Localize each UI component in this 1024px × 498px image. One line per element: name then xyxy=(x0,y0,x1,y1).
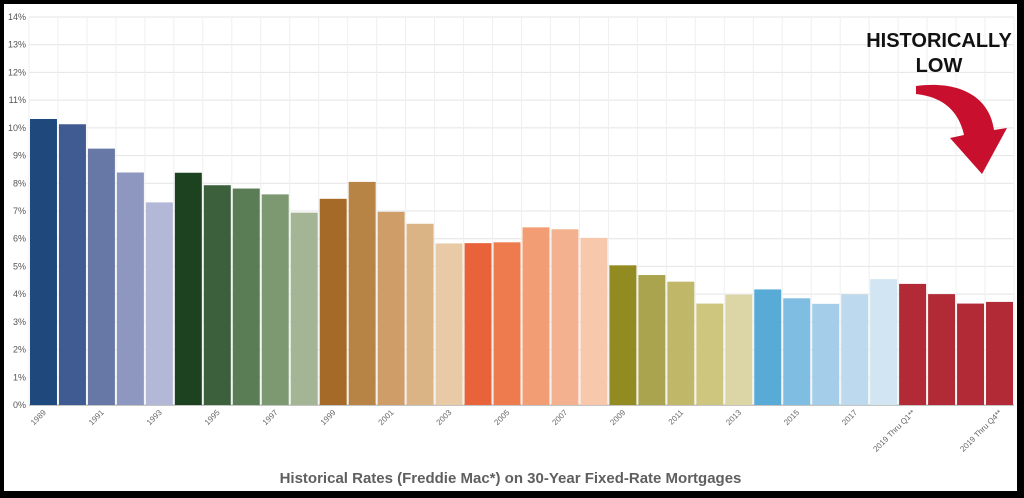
bar-2014 xyxy=(754,289,782,405)
x-tick-label: 2019 Thru Q1** xyxy=(871,408,917,454)
bar-2008 xyxy=(580,237,608,405)
x-axis-ticks: 1989 1991 1993 1995 1997 1999 2001 2003 2005 2007… xyxy=(29,408,1004,454)
bar-1997 xyxy=(261,194,289,405)
bar-2004 xyxy=(464,243,492,405)
annotation-line2: LOW xyxy=(916,55,963,77)
bar-1992 xyxy=(116,172,144,405)
bar-2016 xyxy=(812,303,840,405)
bars xyxy=(30,118,1013,406)
y-tick-label: 3% xyxy=(13,317,26,327)
bar-2018 xyxy=(870,279,898,405)
bar-2013 xyxy=(725,294,753,405)
y-tick-label: 13% xyxy=(8,40,26,50)
bar-2017 xyxy=(841,294,869,405)
y-tick-label: 4% xyxy=(13,289,26,299)
x-tick-label: 2019 Thru Q4** xyxy=(958,408,1004,454)
historically-low-annotation: HISTORICALLY LOW xyxy=(866,30,1012,174)
bar-2006 xyxy=(522,227,550,405)
bar-1990 xyxy=(58,124,86,405)
bar-2009 xyxy=(609,265,637,405)
x-tick-label: 1997 xyxy=(261,408,280,427)
x-tick-label: 2003 xyxy=(435,408,454,427)
x-tick-label: 2009 xyxy=(608,408,627,427)
x-tick-label: 2005 xyxy=(492,408,511,427)
chart-frame: 0% 1% 2% 3% 4% 5% 6% 7% 8% 9% 10% 11% 12% 13% 14% 1989… xyxy=(4,4,1017,491)
bar-2005 xyxy=(493,242,521,405)
bar-2019-thru-q1- xyxy=(899,283,927,405)
y-tick-label: 0% xyxy=(13,400,26,410)
x-tick-label: 1991 xyxy=(87,408,106,427)
bar-1999 xyxy=(319,198,347,405)
bar-chart: 0% 1% 2% 3% 4% 5% 6% 7% 8% 9% 10% 11% 12% 13% 14% 1989… xyxy=(8,12,1015,454)
x-tick-label: 2001 xyxy=(377,408,396,427)
bar-1996 xyxy=(232,188,260,405)
x-tick-label: 1999 xyxy=(319,408,338,427)
y-tick-label: 1% xyxy=(13,372,26,382)
bar-1995 xyxy=(203,185,231,405)
x-tick-label: 2011 xyxy=(667,408,686,427)
annotation-line1: HISTORICALLY xyxy=(866,30,1012,52)
bar-1993 xyxy=(145,202,173,405)
bar-1998 xyxy=(290,212,318,405)
bar-2012 xyxy=(696,303,724,405)
bar-1991 xyxy=(87,148,115,405)
x-tick-label: 1989 xyxy=(29,408,48,427)
bar-2010 xyxy=(638,275,666,405)
y-tick-label: 5% xyxy=(13,261,26,271)
x-tick-label: 2015 xyxy=(782,408,801,427)
x-tick-label: 2017 xyxy=(840,408,859,427)
x-tick-label: 1993 xyxy=(145,408,164,427)
y-tick-label: 11% xyxy=(9,95,26,105)
bar-1994 xyxy=(174,172,202,405)
y-tick-label: 14% xyxy=(8,12,26,22)
x-tick-label: 1995 xyxy=(203,408,222,427)
bar-2019-thru-q4- xyxy=(986,301,1013,405)
chart-title: Historical Rates (Freddie Mac*) on 30-Ye… xyxy=(279,470,742,487)
bar-2002 xyxy=(406,223,434,405)
y-tick-label: 7% xyxy=(13,206,26,216)
bar-2011 xyxy=(667,281,695,405)
bar-2003 xyxy=(435,243,463,405)
x-tick-label: 2007 xyxy=(550,408,569,427)
bar-2015 xyxy=(783,298,811,405)
down-arrow-icon xyxy=(916,84,1007,174)
y-axis-ticks: 0% 1% 2% 3% 4% 5% 6% 7% 8% 9% 10% 11% 12% 13% 14% xyxy=(8,12,26,410)
y-tick-label: 9% xyxy=(13,151,26,161)
y-tick-label: 10% xyxy=(8,123,26,133)
bar-2007 xyxy=(551,229,579,405)
y-tick-label: 12% xyxy=(8,67,26,77)
bar-1989 xyxy=(30,118,57,406)
bar-2019-q3 xyxy=(957,303,985,405)
y-tick-label: 2% xyxy=(13,345,26,355)
bar-2001 xyxy=(377,211,405,405)
y-tick-label: 8% xyxy=(13,178,26,188)
bar-2000 xyxy=(348,181,376,405)
y-tick-label: 6% xyxy=(13,234,26,244)
x-tick-label: 2013 xyxy=(724,408,743,427)
bar-2019-q2 xyxy=(928,294,956,405)
